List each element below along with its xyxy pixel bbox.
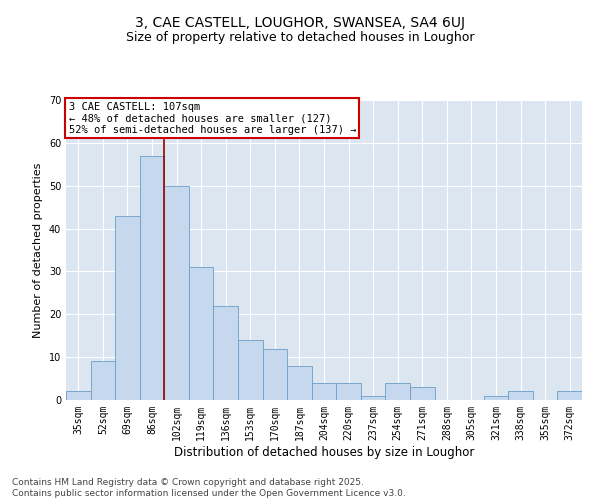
Bar — [140, 156, 164, 400]
Bar — [238, 340, 263, 400]
Bar — [214, 306, 238, 400]
Text: Size of property relative to detached houses in Loughor: Size of property relative to detached ho… — [126, 31, 474, 44]
Bar — [189, 267, 214, 400]
Text: Contains HM Land Registry data © Crown copyright and database right 2025.
Contai: Contains HM Land Registry data © Crown c… — [12, 478, 406, 498]
Bar — [263, 348, 287, 400]
Y-axis label: Number of detached properties: Number of detached properties — [33, 162, 43, 338]
Bar — [66, 392, 91, 400]
Text: 3, CAE CASTELL, LOUGHOR, SWANSEA, SA4 6UJ: 3, CAE CASTELL, LOUGHOR, SWANSEA, SA4 6U… — [135, 16, 465, 30]
Bar — [361, 396, 385, 400]
Bar — [164, 186, 189, 400]
Bar — [312, 383, 336, 400]
Bar — [115, 216, 140, 400]
Bar — [410, 387, 434, 400]
Bar — [385, 383, 410, 400]
Bar — [557, 392, 582, 400]
Bar — [91, 362, 115, 400]
Bar — [484, 396, 508, 400]
Bar — [508, 392, 533, 400]
Bar — [336, 383, 361, 400]
Text: 3 CAE CASTELL: 107sqm
← 48% of detached houses are smaller (127)
52% of semi-det: 3 CAE CASTELL: 107sqm ← 48% of detached … — [68, 102, 356, 134]
X-axis label: Distribution of detached houses by size in Loughor: Distribution of detached houses by size … — [174, 446, 474, 458]
Bar — [287, 366, 312, 400]
